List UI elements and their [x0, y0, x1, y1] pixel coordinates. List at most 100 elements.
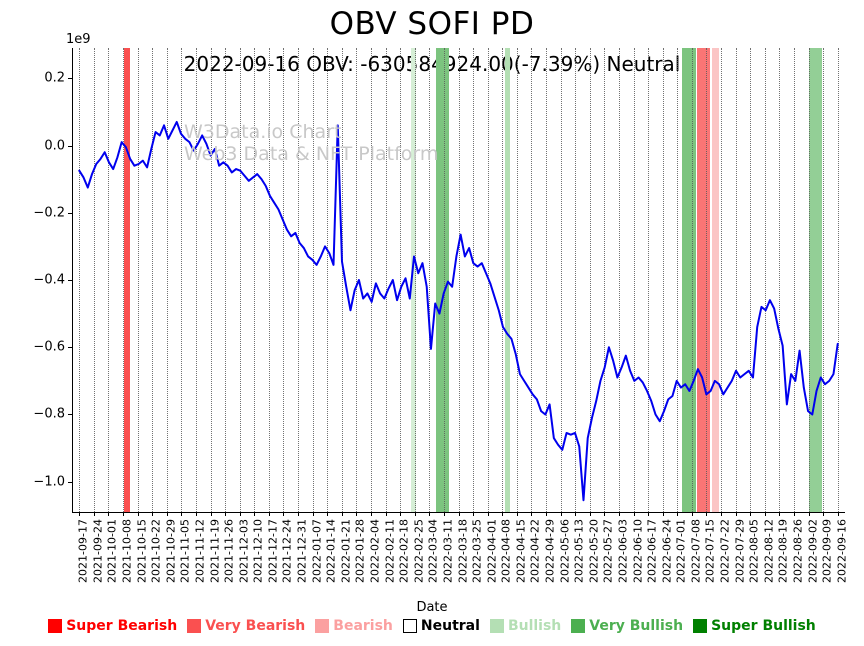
legend-item[interactable]: Very Bearish: [187, 618, 305, 634]
x-tick-mark: [589, 512, 591, 516]
legend-label: Neutral: [420, 618, 480, 634]
x-tick-label: 2022-05-06: [558, 519, 572, 583]
x-tick-label: 2021-12-10: [251, 519, 265, 583]
x-tick-label: 2022-02-18: [397, 519, 411, 583]
grid-line: [312, 48, 314, 512]
grid-line: [239, 48, 241, 512]
legend-item[interactable]: Neutral: [402, 618, 480, 634]
grid-line: [691, 48, 693, 512]
legend-swatch: [48, 619, 63, 633]
y-tick-label: 0.2: [44, 70, 65, 86]
x-tick-label: 2022-08-05: [747, 519, 761, 583]
legend-label: Very Bearish: [205, 618, 306, 634]
x-tick-mark: [429, 512, 431, 516]
x-tick-label: 2022-06-10: [631, 519, 645, 583]
x-tick-label: 2021-12-31: [295, 519, 309, 583]
x-tick-mark: [312, 512, 314, 516]
grid-line: [604, 48, 606, 512]
y-axis-line: [72, 48, 73, 512]
x-tick-label: 2022-04-22: [528, 519, 542, 583]
grid-line: [618, 48, 620, 512]
grid-line: [589, 48, 591, 512]
x-tick-mark: [443, 512, 445, 516]
y-tick-mark: [68, 481, 72, 483]
legend-item[interactable]: Very Bullish: [571, 618, 683, 634]
legend-swatch: [187, 619, 202, 633]
plot-area: 0.2 0.0 −0.2 −0.4 −0.6 −0.8 −1.0 W3Data.io Cha…: [33, 48, 845, 512]
y-tick-mark: [68, 78, 72, 80]
grid-line: [633, 48, 635, 512]
grid-line: [137, 48, 139, 512]
x-tick-label: 2022-07-29: [733, 519, 747, 583]
x-tick-label: 2021-11-05: [178, 519, 192, 583]
y-tick-mark: [68, 212, 72, 214]
x-tick-label: 2022-06-17: [645, 519, 659, 583]
grid-line: [648, 48, 650, 512]
x-tick-label: 2022-07-15: [703, 519, 717, 583]
x-tick-mark: [502, 512, 504, 516]
x-tick-label: 2021-12-24: [280, 519, 294, 583]
legend-item[interactable]: Super Bearish: [48, 618, 177, 634]
y-tick-mark: [68, 347, 72, 349]
x-tick-mark: [268, 512, 270, 516]
x-tick-label: 2021-11-19: [208, 519, 222, 583]
x-tick-mark: [735, 512, 737, 516]
legend-label: Very Bullish: [589, 618, 684, 634]
grid-line: [750, 48, 752, 512]
sentiment-band: [411, 48, 416, 512]
x-tick-label: 2021-10-08: [120, 519, 134, 583]
x-tick-label: 2021-12-17: [266, 519, 280, 583]
x-tick-label: 2021-10-01: [105, 519, 119, 583]
x-tick-mark: [808, 512, 810, 516]
grid-line: [560, 48, 562, 512]
x-tick-mark: [385, 512, 387, 516]
grid-line: [341, 48, 343, 512]
y-axis-offset-text: 1e9: [66, 32, 91, 47]
y-tick-label: −0.2: [33, 205, 65, 221]
x-tick-label: 2022-03-18: [456, 519, 469, 583]
x-tick-mark: [137, 512, 139, 516]
grid-line: [356, 48, 358, 512]
x-tick-label: 2021-09-17: [76, 519, 90, 583]
legend-item[interactable]: Super Bullish: [693, 618, 816, 634]
grid-line: [254, 48, 256, 512]
y-tick-label: 0.0: [44, 138, 65, 153]
x-tick-label: 2021-11-26: [222, 519, 236, 583]
x-axis-label: Date: [416, 600, 448, 615]
legend-swatch: [315, 619, 330, 633]
grid-line: [268, 48, 270, 512]
x-tick-mark: [414, 512, 416, 516]
x-tick-mark: [691, 512, 693, 516]
grid-line: [210, 48, 212, 512]
grid-line: [400, 48, 402, 512]
sentiment-band: [124, 48, 130, 512]
grid-line: [575, 48, 577, 512]
x-tick-label: 2022-08-19: [776, 519, 790, 583]
x-tick-label: 2022-04-08: [499, 519, 513, 583]
x-tick-mark: [823, 512, 825, 516]
grid-line: [123, 48, 125, 512]
x-tick-label: 2022-02-25: [412, 519, 426, 583]
x-tick-mark: [662, 512, 664, 516]
grid-line: [93, 48, 95, 512]
sentiment-band: [505, 48, 510, 512]
x-tick-label: 2022-03-04: [426, 519, 440, 583]
x-tick-label: 2022-05-20: [587, 519, 601, 583]
grid-line: [225, 48, 227, 512]
y-tick-label: −1.0: [33, 474, 65, 490]
y-tick-label: −0.6: [33, 339, 65, 355]
grid-line: [458, 48, 460, 512]
x-tick-label: 2022-01-07: [310, 519, 324, 583]
legend-item[interactable]: Bearish: [315, 618, 393, 634]
x-tick-label: 2022-09-02: [806, 519, 820, 583]
x-tick-mark: [108, 512, 110, 516]
x-tick-mark: [298, 512, 300, 516]
grid-line: [152, 48, 154, 512]
x-tick-mark: [152, 512, 154, 516]
legend-swatch: [693, 619, 708, 633]
grid-line: [385, 48, 387, 512]
grid-line: [502, 48, 504, 512]
legend-item[interactable]: Bullish: [489, 618, 561, 634]
x-tick-mark: [604, 512, 606, 516]
grid-line: [443, 48, 445, 512]
